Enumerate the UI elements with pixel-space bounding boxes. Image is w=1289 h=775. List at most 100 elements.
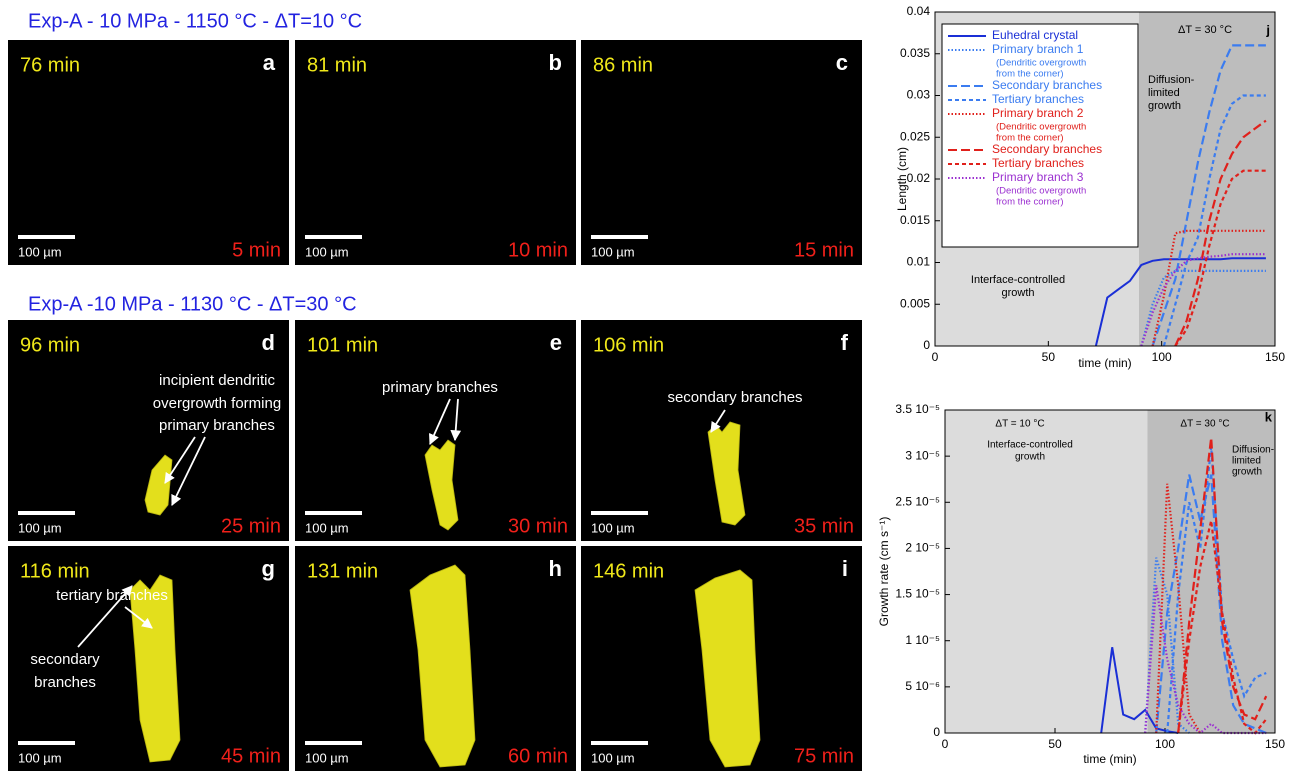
- chart-annotation: growth: [1001, 287, 1034, 299]
- y-tick-label: 0.04: [907, 4, 931, 18]
- panel-time: 86 min: [593, 54, 653, 76]
- scale-bar: [18, 235, 75, 239]
- y-axis-label: Length (cm): [895, 147, 909, 211]
- legend-description: (Dendritic overgrowth: [996, 122, 1086, 133]
- panel-time: 101 min: [307, 334, 378, 356]
- scale-label: 100 µm: [305, 750, 349, 765]
- x-tick-label: 150: [1265, 350, 1285, 364]
- chart-annotation: growth: [1148, 100, 1181, 112]
- scale-bar: [591, 741, 648, 745]
- panel-letter: g: [262, 556, 275, 581]
- legend-label: Euhedral crystal: [992, 28, 1078, 42]
- panel-elapsed: 35 min: [794, 515, 854, 537]
- chart-annotation: Interface-controlled: [987, 440, 1073, 451]
- panel-elapsed: 60 min: [508, 745, 568, 767]
- chart-annotation: ΔT = 30 °C: [1180, 419, 1229, 430]
- x-tick-label: 100: [1152, 350, 1172, 364]
- scale-bar: [591, 511, 648, 515]
- scale-bar: [305, 511, 362, 515]
- scale-bar: [305, 235, 362, 239]
- x-tick-label: 0: [932, 350, 939, 364]
- panel-annotation: overgrowth forming: [153, 395, 281, 412]
- panel-time: 106 min: [593, 334, 664, 356]
- x-tick-label: 150: [1265, 737, 1285, 751]
- panel-letter: a: [263, 50, 276, 75]
- y-tick-label: 0.02: [907, 171, 931, 185]
- y-tick-label: 0.025: [900, 129, 930, 143]
- y-tick-label: 1.5 10⁻⁵: [895, 587, 940, 601]
- y-tick-label: 1 10⁻⁵: [905, 633, 940, 647]
- chart-annotation: growth: [1015, 452, 1045, 463]
- panel-annotation: tertiary branches: [56, 587, 168, 604]
- y-tick-label: 2.5 10⁻⁵: [895, 494, 940, 508]
- panel-letter: b: [549, 50, 562, 75]
- chart-annotation: limited: [1148, 87, 1180, 99]
- x-axis-label: time (min): [1083, 752, 1136, 766]
- scale-label: 100 µm: [591, 244, 635, 259]
- chart-annotation: Interface-controlled: [971, 274, 1065, 286]
- panel-letter: d: [262, 330, 275, 355]
- scale-bar: [18, 741, 75, 745]
- panel-time: 131 min: [307, 560, 378, 582]
- panel-letter: k: [1265, 409, 1273, 424]
- x-tick-label: 0: [942, 737, 949, 751]
- scale-label: 100 µm: [18, 750, 62, 765]
- chart-annotation: Diffusion-: [1232, 445, 1274, 456]
- panel-time: 146 min: [593, 560, 664, 582]
- panel-time: 81 min: [307, 54, 367, 76]
- panel-annotation: primary branches: [382, 379, 498, 396]
- panel-elapsed: 15 min: [794, 239, 854, 261]
- body: Exp-A - 10 MPa - 1150 °C - ΔT=10 °C Exp-…: [0, 0, 1289, 775]
- legend-label: Primary branch 1: [992, 42, 1084, 56]
- row-title: Exp-A -10 MPa - 1130 °C - ΔT=30 °C: [28, 293, 357, 315]
- y-tick-label: 2 10⁻⁵: [905, 541, 940, 555]
- panel-elapsed: 75 min: [794, 745, 854, 767]
- x-axis-label: time (min): [1078, 356, 1131, 370]
- panel-elapsed: 25 min: [221, 515, 281, 537]
- y-axis-label: Growth rate (cm s⁻¹): [877, 517, 891, 627]
- legend-description: (Dendritic overgrowth: [996, 186, 1086, 197]
- legend-label: Tertiary branches: [992, 156, 1084, 170]
- chart-annotation: ΔT = 30 °C: [1178, 24, 1232, 36]
- scale-label: 100 µm: [305, 244, 349, 259]
- y-tick-label: 5 10⁻⁶: [905, 679, 940, 693]
- panel-elapsed: 30 min: [508, 515, 568, 537]
- x-tick-label: 50: [1042, 350, 1056, 364]
- y-tick-label: 0: [933, 725, 940, 739]
- scale-bar: [18, 511, 75, 515]
- panel-annotation: secondary branches: [667, 389, 802, 406]
- panel-letter: e: [550, 330, 562, 355]
- chart-annotation: ΔT = 10 °C: [995, 419, 1044, 430]
- figure: Exp-A - 10 MPa - 1150 °C - ΔT=10 °C Exp-…: [0, 0, 1289, 775]
- panel-letter: c: [836, 50, 848, 75]
- y-tick-label: 3 10⁻⁵: [905, 448, 940, 462]
- panel-annotation: primary branches: [159, 417, 275, 434]
- panel-time: 76 min: [20, 54, 80, 76]
- row-title: Exp-A - 10 MPa - 1150 °C - ΔT=10 °C: [28, 10, 362, 32]
- y-tick-label: 0.035: [900, 46, 930, 60]
- panel-time: 96 min: [20, 334, 80, 356]
- scale-label: 100 µm: [18, 244, 62, 259]
- legend-description: from the corner): [996, 197, 1064, 208]
- y-tick-label: 0.005: [900, 296, 930, 310]
- x-tick-label: 50: [1048, 737, 1062, 751]
- region: [945, 410, 1147, 733]
- chart-annotation: Diffusion-: [1148, 74, 1195, 86]
- panel-elapsed: 45 min: [221, 745, 281, 767]
- chart-annotation: limited: [1232, 456, 1261, 467]
- panel-time: 116 min: [20, 560, 90, 582]
- panel-letter: f: [841, 330, 849, 355]
- y-tick-label: 0: [923, 338, 930, 352]
- scale-label: 100 µm: [305, 520, 349, 535]
- y-tick-label: 3.5 10⁻⁵: [895, 402, 940, 416]
- legend-label: Secondary branches: [992, 78, 1102, 92]
- panel-annotation: branches: [34, 674, 96, 691]
- panel-letter: j: [1265, 22, 1270, 37]
- scale-bar: [305, 741, 362, 745]
- panel-annotation: secondary: [30, 651, 100, 668]
- panel-elapsed: 10 min: [508, 239, 568, 261]
- y-tick-label: 0.015: [900, 213, 930, 227]
- y-tick-label: 0.03: [907, 88, 931, 102]
- panel-letter: h: [549, 556, 562, 581]
- legend-label: Tertiary branches: [992, 92, 1084, 106]
